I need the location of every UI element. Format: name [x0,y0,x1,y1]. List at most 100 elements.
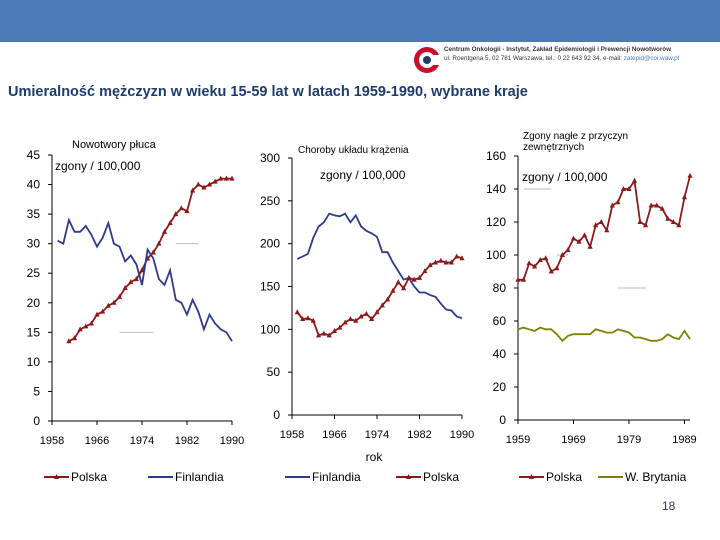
data-point-polska [390,287,396,293]
legend-marker-polska [53,474,60,479]
data-point-polska [321,330,327,336]
data-point-polska [315,332,322,338]
data-point-polska [406,274,412,280]
x-tick-label: 1982 [407,429,431,441]
data-point-polska [195,181,201,187]
data-point-polska [206,181,213,187]
data-point-polska [515,276,521,282]
x-tick-label: 1974 [130,435,154,447]
data-point-polska [88,320,94,326]
data-point-polska [337,324,343,330]
data-point-polska [459,255,465,261]
y-tick-label: 150 [260,280,280,294]
y-tick-label: 5 [33,384,40,398]
data-point-polska [326,332,332,338]
data-point-polska [604,227,610,233]
data-point-polska [570,235,577,241]
data-point-polska [411,276,417,282]
data-point-polska [66,338,72,344]
data-point-polska [532,263,538,269]
series-line-finlandia [296,212,463,320]
data-point-polska [111,299,117,305]
institute-logo [414,47,442,73]
x-tick-label: 1958 [40,435,64,447]
legend-label-finlandia: Finlandia [175,470,224,484]
data-point-polska [342,319,348,325]
institute-email[interactable]: zatepid@coi.waw.pl [623,54,680,62]
data-point-polska [620,186,627,191]
legend-marker-polska [405,474,412,479]
data-point-polska [83,323,89,329]
data-point-polska [122,285,128,290]
data-point-polska [184,208,190,214]
data-point-polska [665,215,671,221]
chart-title: Nowotwory płuca [72,139,157,151]
data-point-polska [347,316,354,322]
x-tick-label: 1982 [175,435,199,447]
chart-title: zewnętrznych [523,142,584,153]
series-line-polska [518,175,691,281]
legend-label-wbrytania: W. Brytania [625,470,687,484]
data-point-polska [116,293,123,299]
data-point-polska [105,302,111,308]
series-line-finlandia [57,217,233,342]
data-point-polska [218,175,224,181]
legend-label-polska: Polska [71,470,107,484]
y-tick-label: 60 [493,314,507,328]
y-tick-label: 140 [486,182,506,196]
y-tick-label: 50 [267,365,281,379]
x-tick-label: 1966 [322,429,346,441]
data-point-polska [167,219,173,225]
legend-label-finlandia: Finlandia [312,470,361,484]
data-point-polska [565,247,571,253]
x-tick-label: 1969 [561,434,585,446]
data-point-polska [374,309,380,315]
y-tick-label: 15 [27,325,41,339]
data-point-polska [609,202,615,208]
y-tick-label: 160 [486,149,506,163]
data-point-polska [363,310,369,316]
data-point-polska [448,259,454,265]
data-point-polska [353,317,359,323]
chart-title: Choroby układu krążenia [298,145,409,156]
data-point-polska [161,228,168,234]
data-point-polska [94,311,100,317]
top-banner [0,0,720,42]
x-tick-label: 1989 [672,434,696,446]
data-point-polska [190,187,196,193]
series-line-wbrytania [517,326,691,343]
data-point-polska [310,317,316,323]
data-point-polska [201,184,207,190]
data-point-polska [156,240,162,246]
data-point-polska [178,205,184,211]
data-point-polska [537,256,543,262]
data-point-polska [648,202,654,208]
y-tick-label: 120 [486,215,506,229]
data-point-polska [128,279,134,285]
institute-name: Centrum Onkologii - Instytut, Zakład Epi… [444,46,672,53]
data-point-polska [520,276,527,282]
data-point-polska [443,259,449,265]
data-point-polska [687,172,693,178]
series-line-polska [296,255,463,337]
y-tick-label: 10 [27,355,41,369]
data-point-polska [395,279,401,285]
data-point-polska [173,211,179,217]
y-tick-label: 30 [27,237,41,251]
x-tick-label: 1979 [617,434,641,446]
data-point-polska [554,265,560,271]
data-point-polska [369,316,375,322]
y-tick-label: 0 [499,413,506,427]
data-point-polska [631,177,638,183]
unit-label: zgony / 100,000 [522,170,608,184]
data-point-polska [643,222,649,228]
y-tick-label: 45 [27,148,41,162]
x-tick-label: 1958 [280,429,304,441]
x-tick-label: 1990 [450,429,474,441]
data-point-polska [331,328,338,334]
data-point-polska [598,219,604,224]
x-axis-caption: rok [366,450,384,464]
data-point-polska [454,253,460,259]
data-point-polska [300,316,306,322]
